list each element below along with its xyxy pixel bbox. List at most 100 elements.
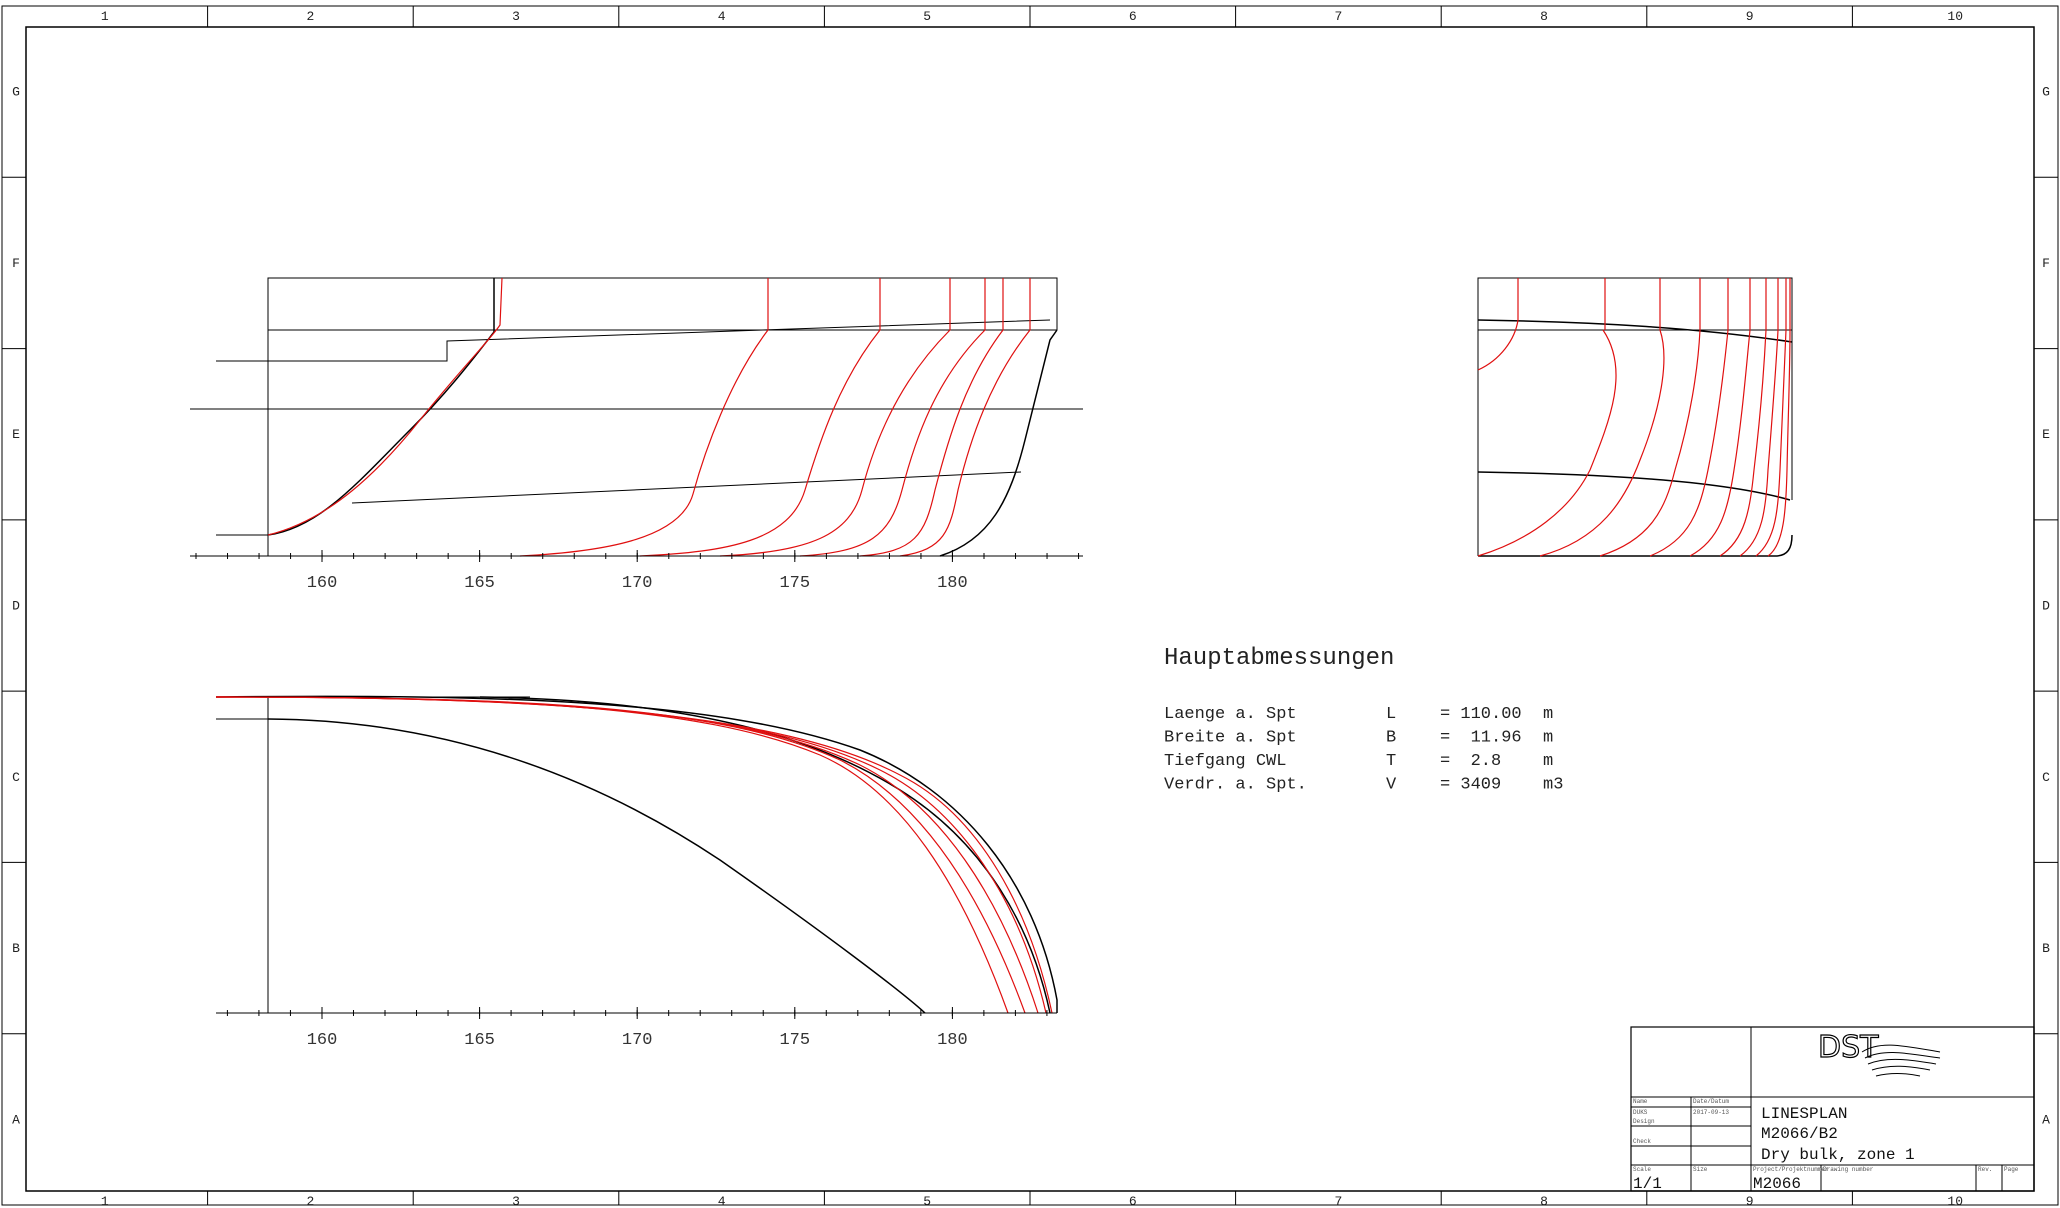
- frame-row-label: B: [2042, 941, 2050, 956]
- axis-tick-label: 165: [464, 1031, 495, 1050]
- dst-logo-waves: [1861, 1044, 1941, 1077]
- frame-column-label: 4: [718, 1194, 726, 1208]
- dimension-value: = 11.96: [1440, 729, 1522, 748]
- frame-column-label: 5: [923, 1194, 931, 1208]
- frame-column-label: 2: [306, 1194, 314, 1208]
- body-plan-station: [1689, 278, 1751, 557]
- tb-drawing-title: LINESPLAN: [1761, 1105, 1847, 1123]
- waterline-curve: [215, 696, 1009, 1014]
- dimension-symbol: T: [1386, 752, 1396, 771]
- profile-tick-labels: 160 165 170 175 180: [307, 574, 968, 593]
- frame-row-label: E: [12, 427, 20, 442]
- frame-column-label: 1: [101, 9, 109, 24]
- frame-row-label: D: [12, 599, 20, 614]
- body-plan-station: [1599, 278, 1701, 557]
- dimension-symbol: L: [1386, 705, 1396, 724]
- frame-column-label: 9: [1746, 1194, 1754, 1208]
- body-plan-view: [1477, 277, 1793, 557]
- waterline-curve: [215, 696, 1053, 1014]
- title-block-border: [1630, 1026, 2035, 1192]
- waterline-curve: [215, 696, 1039, 1014]
- dimension-value: = 2.8: [1440, 752, 1501, 771]
- body-plan-station: [1477, 278, 1519, 371]
- body-plan-keel: [1478, 534, 1793, 557]
- dimensions-title: Hauptabmessungen: [1164, 645, 1394, 672]
- dimensions-table: Laenge a. Spt L = 110.00 m Breite a. Spt B = 1…: [1164, 705, 1563, 795]
- waterline-curve: [215, 696, 1047, 1014]
- axis-tick-label: 170: [622, 1031, 653, 1050]
- outer-border: [1, 5, 2059, 1206]
- waterline-tick-labels: 160 165 170 175 180: [307, 1031, 968, 1050]
- body-plan-stations: [1477, 278, 1791, 557]
- profile-view: 160 165 170 175 180: [190, 277, 1083, 593]
- profile-station: [799, 278, 986, 557]
- inner-border: [25, 26, 2035, 1192]
- waterline-view: 160 165 170 175 180: [215, 695, 1058, 1050]
- dimension-label: Verdr. a. Spt.: [1164, 776, 1307, 795]
- dst-logo-text: DST: [1818, 1030, 1879, 1065]
- dimension-label: Laenge a. Spt: [1164, 705, 1297, 724]
- dimension-value: = 3409: [1440, 776, 1501, 795]
- tb-date-value: 2017-09-13: [1693, 1109, 1729, 1116]
- body-plan-station: [1719, 278, 1767, 557]
- frame-column-label: 7: [1334, 9, 1342, 24]
- frame-grid-marks: 1 1 2 2 3 3 4 4 5 5 6 6 7 7 8 8 9 9 10 10 G G F F E E D D C C B B A A: [2, 6, 2058, 1208]
- body-plan-station: [1755, 278, 1787, 557]
- tb-label-drawing: Drawing number: [1823, 1166, 1874, 1173]
- frame-column-label: 4: [718, 9, 726, 24]
- axis-tick-label: 180: [937, 574, 968, 593]
- tb-label-size: Size: [1693, 1166, 1708, 1173]
- frame-row-label: C: [2042, 770, 2050, 785]
- waterline-curve: [215, 696, 1026, 1014]
- body-plan-station: [1739, 278, 1779, 557]
- waterline-axis-ticks: [226, 1007, 1048, 1019]
- body-plan-frame: [1477, 277, 1793, 556]
- body-plan-station: [1767, 278, 1791, 557]
- frame-column-label: 6: [1129, 1194, 1137, 1208]
- tb-label-rev: Rev.: [1978, 1166, 1992, 1173]
- axis-tick-label: 180: [937, 1031, 968, 1050]
- tb-label-design: Design: [1633, 1118, 1655, 1125]
- axis-tick-label: 175: [779, 1031, 810, 1050]
- frame-column-label: 7: [1334, 1194, 1342, 1208]
- profile-stern-contour: [267, 278, 495, 536]
- dimension-label: Breite a. Spt: [1164, 729, 1297, 748]
- tb-label-scale: Scale: [1633, 1166, 1651, 1173]
- tb-label-project: Project/Projektnummer: [1753, 1166, 1829, 1173]
- tb-description: Dry bulk, zone 1: [1761, 1146, 1915, 1164]
- body-plan-station: [1477, 278, 1617, 557]
- tb-project-value: M2066: [1753, 1175, 1801, 1193]
- profile-station: [859, 278, 1004, 557]
- frame-column-label: 2: [306, 9, 314, 24]
- tb-label-check: Check: [1633, 1138, 1651, 1145]
- frame-row-label: D: [2042, 599, 2050, 614]
- profile-station: [639, 278, 881, 557]
- profile-station: [267, 277, 503, 536]
- frame-row-label: E: [2042, 427, 2050, 442]
- dimension-symbol: B: [1386, 729, 1396, 748]
- frame-row-label: G: [12, 85, 20, 100]
- tb-label-page: Page: [2004, 1166, 2019, 1173]
- frame-column-label: 1: [101, 1194, 109, 1208]
- frame-row-label: A: [2042, 1112, 2050, 1127]
- frame-column-label: 8: [1540, 9, 1548, 24]
- tb-drawing-number: M2066/B2: [1761, 1125, 1838, 1143]
- main-dimensions: Hauptabmessungen Laenge a. Spt L = 110.00 m…: [1164, 645, 1563, 795]
- dimension-unit: m: [1543, 729, 1553, 748]
- frame-row-label: F: [12, 256, 20, 271]
- profile-station: [719, 278, 951, 557]
- axis-tick-label: 165: [464, 574, 495, 593]
- tb-label-date: Date/Datum: [1693, 1098, 1729, 1105]
- frame-row-label: G: [2042, 85, 2050, 100]
- dst-logo: DST: [1817, 1029, 1941, 1077]
- profile-station: [519, 278, 769, 557]
- tb-label-name: Name: [1633, 1098, 1648, 1105]
- frame-column-label: 9: [1746, 9, 1754, 24]
- frame-row-label: A: [12, 1112, 20, 1127]
- profile-stations: [267, 277, 1031, 557]
- body-plan-station: [1649, 278, 1729, 557]
- axis-tick-label: 160: [307, 574, 338, 593]
- profile-bow-line: [351, 471, 1022, 504]
- profile-frame: [267, 277, 1058, 556]
